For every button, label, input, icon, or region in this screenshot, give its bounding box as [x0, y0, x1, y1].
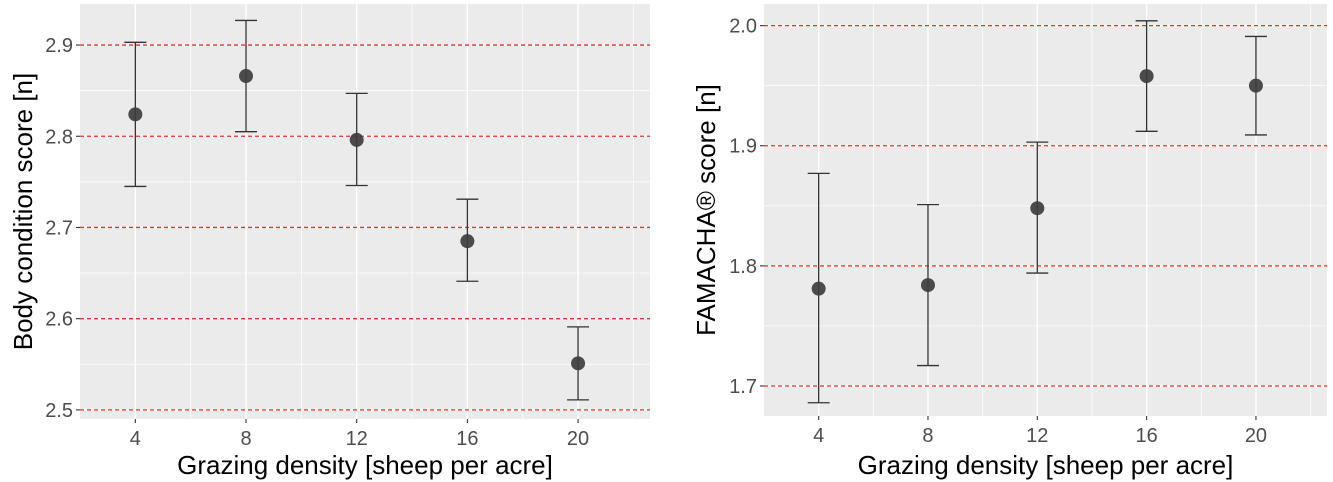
y-axis-title: Body condition score [n] — [8, 73, 38, 351]
chart-famacha: 1.7 1.8 1.9 2.0 4 8 12 16 20 Grazing density [she… — [691, 4, 1327, 480]
y-tick-label: 2.7 — [45, 217, 73, 239]
x-axis-title: Grazing density [sheep per acre] — [858, 450, 1234, 480]
y-axis-title: FAMACHA® score [n] — [691, 84, 721, 336]
x-tick-label: 4 — [130, 428, 141, 450]
plot-panel — [80, 4, 650, 419]
y-tick-label: 2.9 — [45, 35, 73, 57]
data-point — [571, 356, 586, 371]
data-point — [920, 278, 935, 293]
y-tick-label: 1.8 — [729, 256, 757, 278]
data-point — [349, 132, 364, 147]
x-tick-label: 20 — [1245, 425, 1267, 447]
x-tick-label: 12 — [346, 428, 368, 450]
y-tick-label: 2.6 — [45, 309, 73, 331]
x-tick-label: 4 — [813, 425, 824, 447]
x-axis-title: Grazing density [sheep per acre] — [177, 450, 553, 480]
data-point — [460, 234, 475, 249]
plot-panel — [764, 4, 1327, 416]
data-point — [811, 281, 826, 296]
data-point — [1139, 69, 1154, 84]
y-tick-label: 1.9 — [729, 136, 757, 158]
x-tick-label: 8 — [922, 425, 933, 447]
y-tick-label: 2.5 — [45, 400, 73, 422]
x-tick-label: 16 — [456, 428, 478, 450]
y-tick-label: 2.0 — [729, 16, 757, 38]
data-point — [239, 69, 254, 84]
x-tick-label: 20 — [567, 428, 589, 450]
data-point — [1030, 201, 1045, 216]
y-tick-label: 2.8 — [45, 126, 73, 148]
chart-body-condition: 2.5 2.6 2.7 2.8 2.9 4 8 12 16 20 Grazing density [… — [8, 4, 650, 480]
y-tick-label: 1.7 — [729, 376, 757, 398]
data-point — [1248, 78, 1263, 93]
data-point — [128, 107, 143, 122]
x-tick-label: 16 — [1135, 425, 1157, 447]
x-tick-label: 12 — [1026, 425, 1048, 447]
x-tick-label: 8 — [240, 428, 251, 450]
